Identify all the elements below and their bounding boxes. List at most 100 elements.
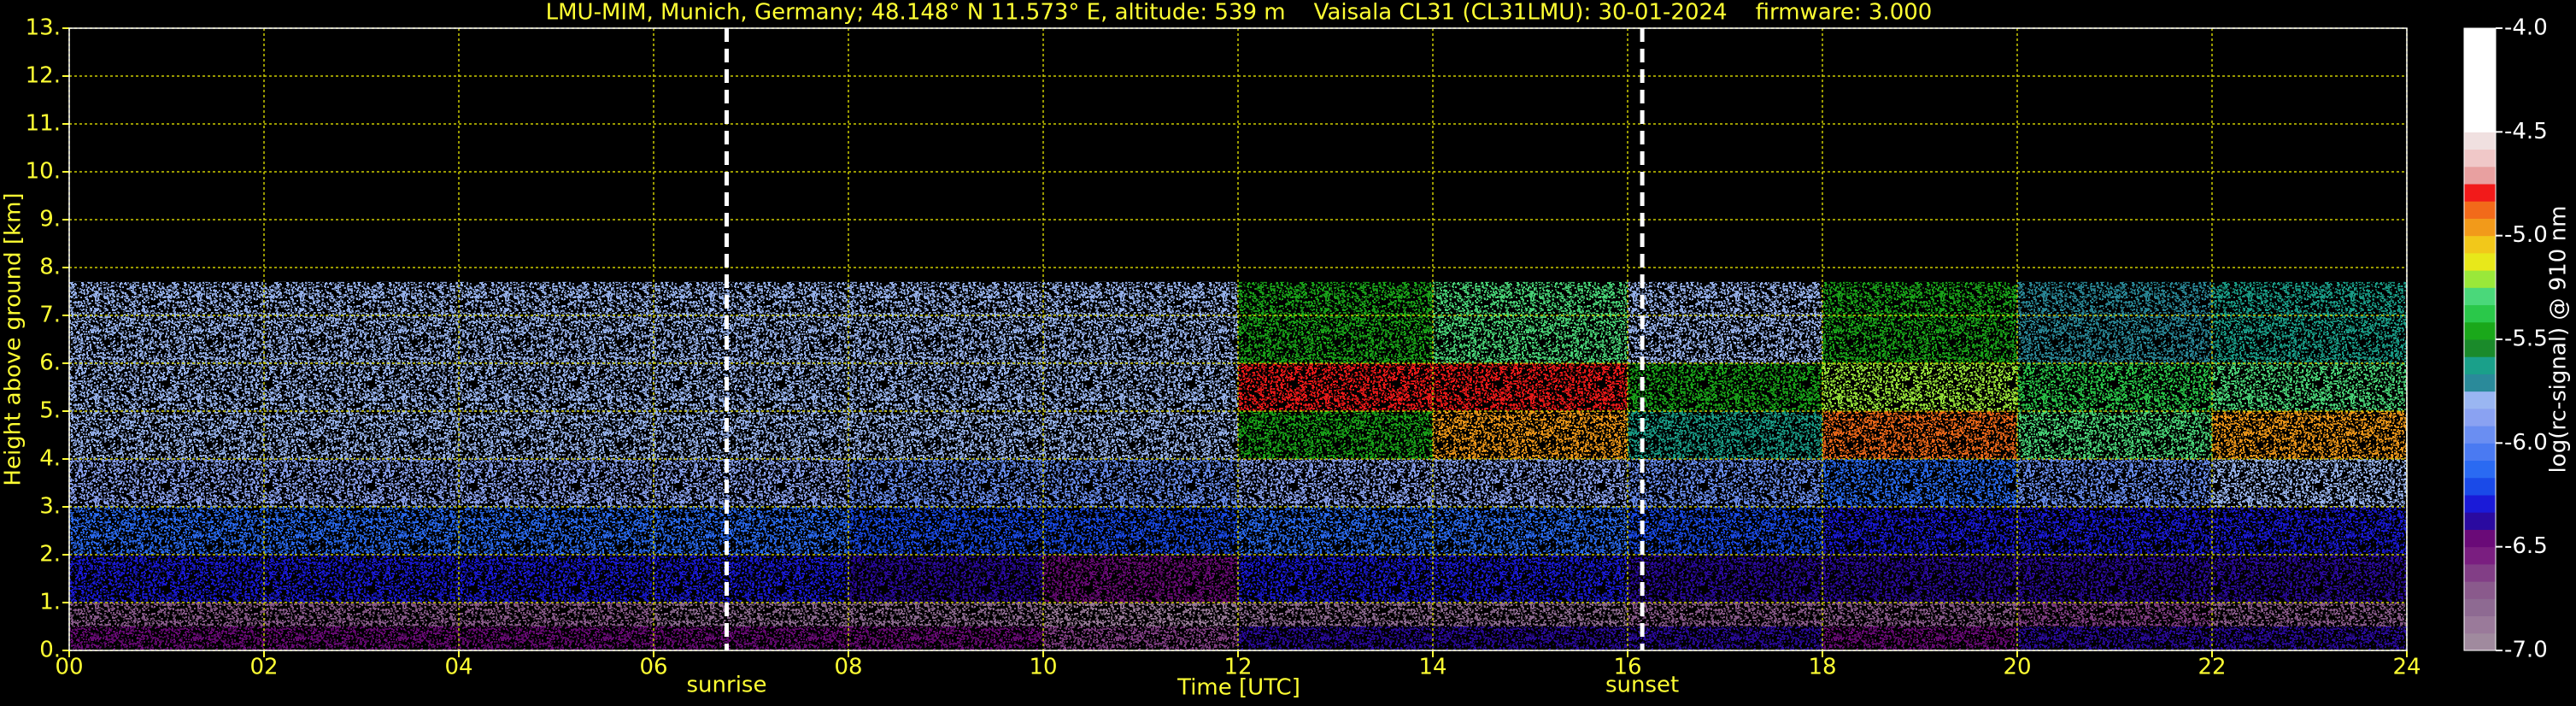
colorbar-swatch: [2464, 546, 2496, 565]
heat-cell: [264, 281, 459, 363]
heat-cell: [264, 603, 459, 627]
heat-cell: [2017, 411, 2212, 459]
y-tick-label: 13.: [26, 15, 61, 41]
heat-cell: [1238, 603, 1433, 627]
heat-cell: [459, 603, 654, 627]
colorbar-swatch: [2464, 166, 2496, 185]
heat-cell: [1628, 555, 1822, 603]
heat-cell: [459, 507, 654, 555]
colorbar-swatch: [2464, 615, 2496, 634]
plot-frame: [68, 27, 2408, 651]
colorbar-swatch: [2464, 321, 2496, 340]
heat-cell: [654, 411, 848, 459]
heat-cell: [69, 459, 264, 507]
heat-cell: [1043, 411, 1238, 459]
heat-cell: [1433, 363, 1628, 411]
heat-cell: [1238, 627, 1433, 650]
heat-cell: [2212, 459, 2407, 507]
heat-cell: [1822, 603, 2017, 627]
heat-cell: [264, 555, 459, 603]
heat-cell: [848, 555, 1043, 603]
sun-marker-label: sunrise: [687, 673, 767, 698]
heat-cell: [1238, 411, 1433, 459]
heat-cell: [1628, 459, 1822, 507]
y-tick-label: 10.: [26, 159, 61, 185]
heat-cell: [1628, 281, 1822, 363]
colorbar-swatch: [2464, 79, 2496, 98]
colorbar-swatch: [2464, 460, 2496, 479]
colorbar-tick-label: -5.0: [2504, 222, 2548, 248]
colorbar-swatch: [2464, 426, 2496, 444]
y-tick-label: 0.: [39, 638, 61, 663]
y-tick-label: 1.: [39, 590, 61, 615]
heat-cell: [848, 507, 1043, 555]
heat-cell: [2017, 627, 2212, 650]
heat-cell: [1628, 363, 1822, 411]
heat-cell: [1043, 555, 1238, 603]
heat-cell: [2212, 363, 2407, 411]
x-tick-label: 00: [55, 655, 83, 680]
heat-cell: [264, 627, 459, 650]
heat-cell: [264, 507, 459, 555]
y-tick-label: 4.: [39, 446, 61, 472]
heat-cell: [2212, 411, 2407, 459]
heat-cell: [848, 459, 1043, 507]
heat-cell: [69, 411, 264, 459]
heat-cell: [2212, 603, 2407, 627]
heat-cell: [1238, 555, 1433, 603]
colorbar-swatch: [2464, 115, 2496, 132]
colorbar-swatch: [2464, 339, 2496, 357]
x-tick-label: 20: [2003, 655, 2031, 680]
heat-cell: [2017, 363, 2212, 411]
heat-cell: [2017, 507, 2212, 555]
heat-cell: [69, 555, 264, 603]
heat-cell: [264, 363, 459, 411]
heat-cell: [654, 603, 848, 627]
heat-cell: [1238, 281, 1433, 363]
heat-cell: [69, 627, 264, 650]
colorbar-swatch: [2464, 270, 2496, 288]
heat-cell: [1043, 507, 1238, 555]
colorbar-swatch: [2464, 149, 2496, 168]
heat-cell: [1043, 459, 1238, 507]
colorbar-tick-label: -6.5: [2504, 533, 2548, 559]
x-tick-label: 14: [1418, 655, 1446, 680]
heat-cell: [1238, 363, 1433, 411]
x-axis-label: Time [UTC]: [1177, 675, 1300, 701]
x-tick-label: 16: [1613, 655, 1641, 680]
heat-cell: [1238, 459, 1433, 507]
heat-cell: [1433, 555, 1628, 603]
y-tick-label: 11.: [26, 111, 61, 137]
colorbar-swatch: [2464, 235, 2496, 254]
x-tick-label: 24: [2392, 655, 2421, 680]
colorbar-tick-label: -6.0: [2504, 430, 2548, 456]
heat-cell: [848, 627, 1043, 650]
colorbar-label: log(rc-signal) @ 910 nm: [2546, 206, 2572, 474]
chart-title: LMU-MIM, Munich, Germany; 48.148° N 11.5…: [546, 0, 1933, 26]
x-tick-label: 08: [834, 655, 862, 680]
colorbar-swatch: [2464, 581, 2496, 599]
colorbar-swatch: [2464, 28, 2496, 46]
heat-cell: [1433, 627, 1628, 650]
x-tick-label: 22: [2198, 655, 2226, 680]
x-tick-label: 10: [1029, 655, 1057, 680]
heat-cell: [848, 411, 1043, 459]
heat-cell: [654, 627, 848, 650]
x-tick-label: 04: [444, 655, 472, 680]
heat-cell: [69, 507, 264, 555]
colorbar-swatch: [2464, 97, 2496, 115]
colorbar-swatch: [2464, 632, 2496, 651]
colorbar-swatch: [2464, 512, 2496, 530]
x-tick-label: 02: [249, 655, 278, 680]
colorbar-swatch: [2464, 563, 2496, 582]
colorbar-swatch: [2464, 495, 2496, 513]
colorbar-swatch: [2464, 252, 2496, 271]
heat-cell: [1238, 507, 1433, 555]
colorbar-swatch: [2464, 529, 2496, 548]
colorbar-swatch: [2464, 218, 2496, 237]
colorbar-swatch: [2464, 391, 2496, 409]
y-tick-label: 12.: [26, 63, 61, 89]
heat-cell: [654, 281, 848, 363]
colorbar-swatch: [2464, 132, 2496, 150]
